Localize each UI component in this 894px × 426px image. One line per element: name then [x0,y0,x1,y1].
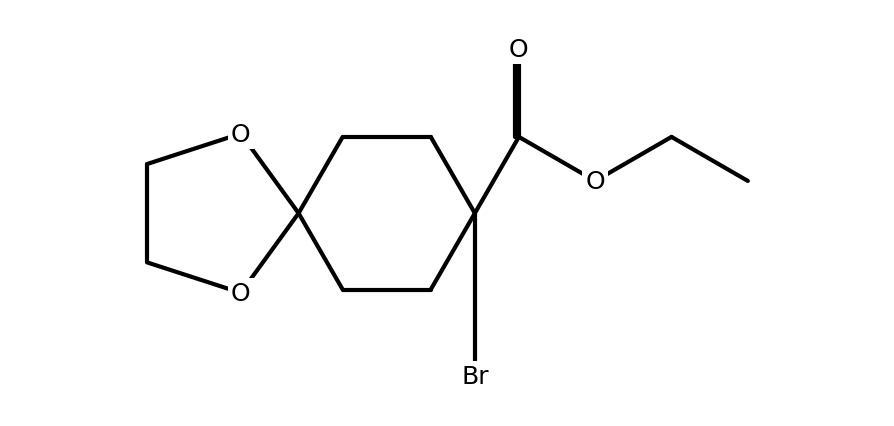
Text: Br: Br [460,364,488,389]
Text: O: O [231,122,250,146]
Text: O: O [231,281,250,305]
Text: O: O [509,37,528,62]
Text: O: O [585,170,604,193]
